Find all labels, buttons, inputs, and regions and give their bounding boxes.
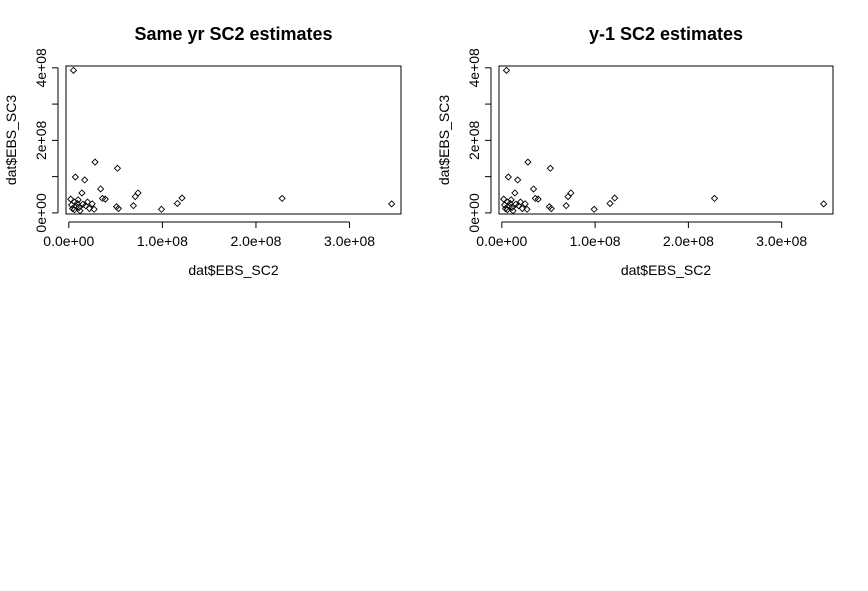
data-point bbox=[534, 195, 542, 203]
data-point bbox=[131, 192, 139, 201]
data-point bbox=[524, 158, 532, 166]
data-point bbox=[114, 204, 123, 213]
x-tick-label: 1.0e+08 bbox=[137, 233, 188, 249]
x-tick-label: 2.0e+08 bbox=[230, 233, 281, 249]
data-point bbox=[113, 164, 122, 172]
data-point bbox=[90, 205, 98, 213]
y-axis-label: dat$EBS_SC3 bbox=[3, 95, 19, 185]
y-axis-label: dat$EBS_SC3 bbox=[436, 95, 452, 185]
data-point bbox=[67, 201, 76, 209]
data-point bbox=[511, 189, 519, 197]
x-tick-label: 3.0e+08 bbox=[756, 233, 807, 249]
data-point bbox=[521, 200, 529, 208]
data-point bbox=[101, 195, 109, 203]
data-point bbox=[88, 200, 96, 208]
data-point bbox=[820, 200, 828, 208]
x-axis-label: dat$EBS_SC2 bbox=[621, 262, 711, 278]
y-tick-label: 4e+08 bbox=[466, 48, 482, 88]
data-point bbox=[134, 189, 142, 197]
data-point bbox=[547, 204, 555, 213]
data-point bbox=[500, 195, 508, 203]
data-point bbox=[74, 196, 82, 204]
y-tick-label: 0e+00 bbox=[33, 193, 49, 233]
plot-frame bbox=[65, 65, 402, 215]
data-point bbox=[529, 185, 538, 193]
data-point bbox=[523, 205, 531, 213]
data-point bbox=[502, 66, 511, 74]
data-point bbox=[545, 203, 554, 211]
data-point bbox=[78, 189, 86, 197]
data-point bbox=[514, 176, 522, 184]
data-point bbox=[75, 203, 83, 212]
data-point bbox=[508, 203, 516, 212]
data-point bbox=[173, 199, 181, 208]
data-point bbox=[71, 173, 79, 181]
chart-panel-2: y-1 SC2 estimates 0.0e+00 1.0e+08 2.0e+08 3.… bbox=[436, 24, 834, 278]
x-tick-label: 0.0e+00 bbox=[43, 233, 94, 249]
x-tick-label: 3.0e+08 bbox=[324, 233, 375, 249]
data-point bbox=[567, 189, 575, 197]
data-point bbox=[278, 194, 286, 203]
plot-frame bbox=[498, 65, 834, 215]
data-point bbox=[710, 194, 719, 203]
chart-title: y-1 SC2 estimates bbox=[589, 24, 743, 44]
data-point bbox=[129, 202, 138, 210]
data-point bbox=[546, 164, 554, 172]
data-point bbox=[91, 158, 99, 166]
data-point bbox=[507, 196, 515, 204]
x-tick-label: 0.0e+00 bbox=[476, 233, 527, 249]
data-point bbox=[67, 195, 75, 203]
x-axis-label: dat$EBS_SC2 bbox=[188, 262, 278, 278]
data-point bbox=[69, 66, 78, 74]
x-tick-label: 2.0e+08 bbox=[663, 233, 714, 249]
data-point bbox=[112, 203, 121, 211]
chart-panel-1: Same yr SC2 estimates 0.0e+00 1.0e+08 2.0e+… bbox=[3, 24, 402, 278]
y-tick-label: 2e+08 bbox=[466, 120, 482, 160]
y-tick-label: 0e+00 bbox=[466, 193, 482, 233]
y-tick-label: 2e+08 bbox=[33, 120, 49, 160]
data-point bbox=[611, 194, 619, 202]
data-point bbox=[76, 207, 84, 215]
data-point bbox=[564, 192, 572, 201]
data-point bbox=[590, 205, 598, 213]
y-tick-label: 4e+08 bbox=[33, 48, 49, 88]
chart-title: Same yr SC2 estimates bbox=[134, 24, 332, 44]
data-point bbox=[518, 204, 526, 213]
data-point bbox=[562, 202, 570, 210]
data-point bbox=[509, 207, 517, 215]
data-point bbox=[504, 173, 512, 181]
data-point bbox=[500, 201, 509, 209]
data-point bbox=[81, 176, 89, 184]
data-point bbox=[157, 205, 166, 213]
data-point bbox=[388, 200, 396, 208]
data-point bbox=[83, 198, 92, 206]
data-point bbox=[178, 194, 186, 202]
data-point bbox=[85, 204, 94, 213]
data-point bbox=[606, 199, 614, 208]
data-point bbox=[96, 185, 105, 193]
data-point bbox=[516, 198, 525, 206]
x-tick-label: 1.0e+08 bbox=[570, 233, 621, 249]
